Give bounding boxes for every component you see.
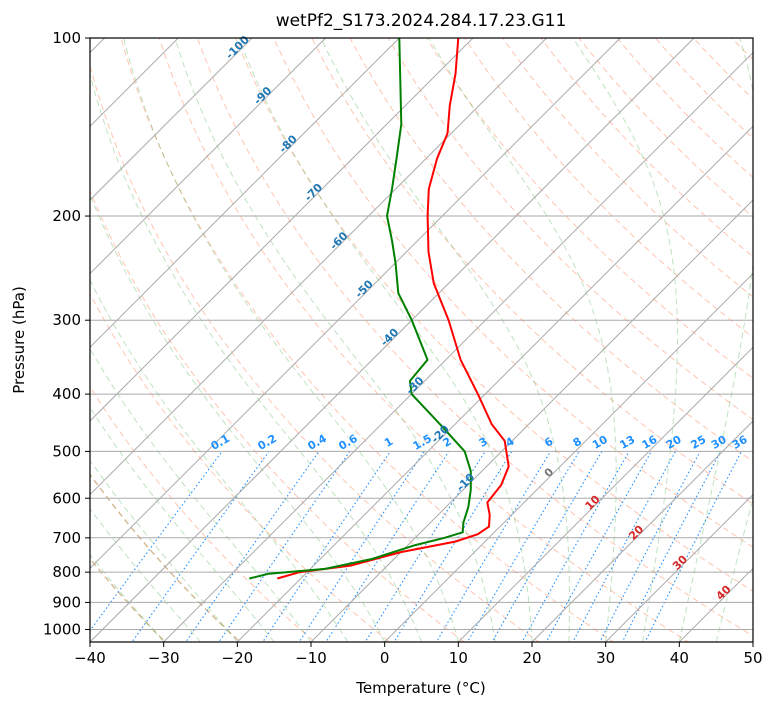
- moist-adiabat: [90, 508, 201, 642]
- x-tick-label: −10: [295, 649, 327, 667]
- y-tick-label: 800: [52, 563, 81, 581]
- isotherm-line: [236, 125, 753, 642]
- chart-title: wetPf2_S173.2024.284.17.23.G11: [276, 11, 567, 31]
- moist-adiabat: [678, 38, 753, 642]
- moist-adiabat: [320, 38, 570, 642]
- isotherm-line: [0, 11, 58, 654]
- dry-adiabat-lines: [90, 38, 753, 642]
- dry-adiabat: [235, 38, 753, 592]
- x-tick-label: 0: [380, 649, 390, 667]
- dry-adiabat: [654, 38, 753, 139]
- x-axis: −40 −30 −20 −10 0 10 20 30 40 50: [74, 642, 763, 667]
- y-tick-label: 1000: [43, 620, 81, 638]
- moist-adiabat: [428, 38, 617, 642]
- dry-adiabat: [502, 38, 753, 298]
- x-tick-label: −30: [148, 649, 180, 667]
- isotherm-line: [457, 346, 753, 642]
- moist-adiabat: [90, 193, 386, 642]
- isotherm-line: [90, 38, 695, 642]
- y-axis: 1000 900 800 700 600 500 400 300 200 100: [43, 29, 90, 638]
- isotherm-line: [383, 272, 753, 642]
- y-tick-label: 700: [52, 529, 81, 547]
- x-tick-label: −40: [74, 649, 106, 667]
- profile-series: [249, 38, 510, 580]
- isotherm-line: [90, 38, 253, 201]
- isobar-gridlines: [90, 38, 753, 630]
- x-tick-label: 50: [743, 649, 762, 667]
- dry-adiabat: [311, 38, 753, 505]
- dewpoint-line: [249, 38, 472, 580]
- moist-adiabat: [90, 72, 422, 642]
- moist-adiabat: [90, 278, 349, 642]
- y-tick-label: 500: [52, 442, 81, 460]
- dry-adiabat: [90, 64, 540, 642]
- moist-adiabat: [572, 38, 678, 642]
- moist-adiabat: [90, 459, 238, 642]
- moist-adiabat: [238, 38, 533, 642]
- x-axis-title: Temperature (°C): [355, 679, 485, 697]
- moist-adiabat: [174, 38, 496, 642]
- moist-adiabat: [90, 553, 165, 642]
- dry-adiabat: [387, 38, 753, 421]
- x-tick-label: 40: [670, 649, 689, 667]
- plot-background: [90, 38, 753, 642]
- dry-adiabat: [90, 292, 391, 642]
- y-tick-label: 900: [52, 593, 81, 611]
- plot-frame: [89, 37, 754, 643]
- isotherm-line: [604, 493, 753, 642]
- x-tick-label: −20: [222, 649, 254, 667]
- moist-adiabat: [715, 497, 753, 642]
- dry-adiabat: [90, 189, 465, 642]
- isotherm-line: [90, 38, 548, 496]
- y-tick-label: 200: [52, 207, 81, 225]
- isotherm-line: [90, 38, 622, 570]
- x-tick-label: 20: [522, 649, 541, 667]
- y-tick-label: 300: [52, 311, 81, 329]
- isotherm-gridlines: [0, 11, 753, 654]
- x-tick-label: 30: [596, 649, 615, 667]
- isotherm-line: [162, 51, 753, 642]
- y-axis-title: Pressure (hPa): [10, 286, 28, 394]
- dry-adiabat: [158, 38, 690, 642]
- isotherm-line: [310, 199, 753, 642]
- y-tick-label: 600: [52, 489, 81, 507]
- dry-adiabat: [120, 38, 615, 642]
- y-tick-label: 100: [52, 29, 81, 47]
- moist-adiabat: [123, 38, 459, 642]
- dry-adiabat: [349, 38, 753, 463]
- y-tick-label: 400: [52, 385, 81, 403]
- dry-adiabat: [463, 38, 753, 338]
- temperature-line: [277, 38, 510, 580]
- dry-adiabat: [90, 473, 242, 642]
- isotherm-line: [90, 38, 474, 422]
- isotherm-line: [90, 38, 401, 349]
- isotherm-line: [531, 420, 753, 642]
- x-tick-label: 10: [449, 649, 468, 667]
- isotherm-line: [90, 38, 327, 275]
- moist-adiabat: [90, 406, 275, 642]
- isotherm-line: [90, 38, 180, 128]
